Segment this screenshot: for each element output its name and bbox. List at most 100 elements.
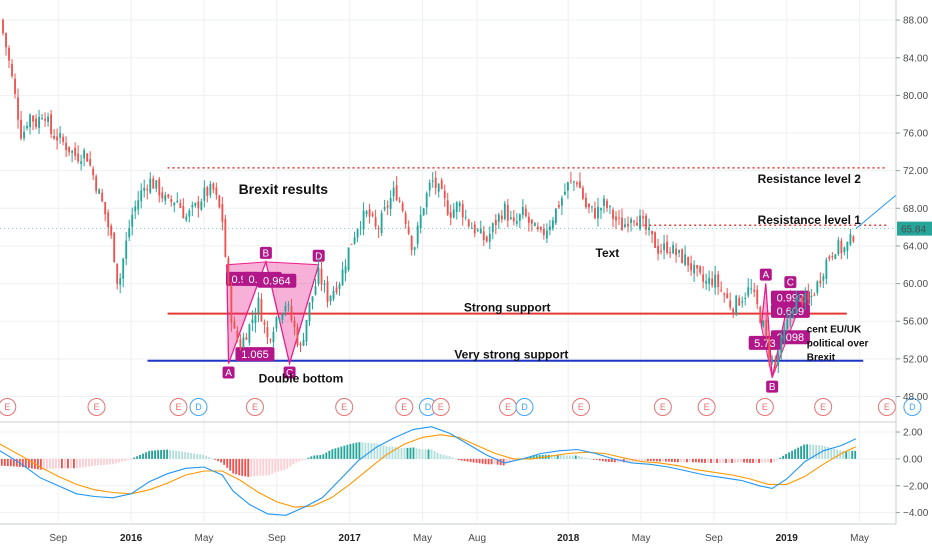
- macd-histogram-bar: [148, 450, 150, 459]
- dividend-event-marker[interactable]: [903, 398, 922, 416]
- macd-histogram-bar: [259, 458, 262, 476]
- candle-body: [80, 161, 83, 164]
- earnings-event-marker[interactable]: [245, 398, 264, 416]
- macd-histogram-bar: [526, 457, 529, 459]
- ratio-badge: [257, 273, 297, 288]
- candle-body: [311, 296, 314, 303]
- candle-body: [119, 278, 122, 285]
- macd-histogram-bar: [48, 458, 51, 469]
- macd-histogram-bar: [304, 458, 307, 460]
- macd-histogram-bar: [220, 458, 223, 463]
- earnings-event-marker[interactable]: [814, 398, 833, 416]
- earnings-event-marker[interactable]: [335, 398, 354, 416]
- resistance-label: Resistance level 2: [758, 172, 862, 186]
- candle-body: [398, 200, 401, 202]
- macd-histogram-bar: [196, 453, 199, 459]
- candle-body: [500, 215, 503, 220]
- candle-body: [645, 215, 647, 230]
- earnings-event-marker[interactable]: [87, 398, 106, 416]
- macd-histogram-bar: [36, 458, 39, 470]
- candle-body: [840, 240, 843, 254]
- dividend-event-marker[interactable]: [515, 398, 534, 416]
- candle-body: [92, 168, 95, 176]
- candle-body: [579, 181, 581, 189]
- candle-body: [53, 135, 56, 139]
- candle-body: [747, 287, 750, 296]
- macd-histogram-bar: [478, 458, 481, 464]
- candle-body: [11, 63, 13, 77]
- earnings-event-marker[interactable]: [877, 398, 896, 416]
- candle-body: [618, 217, 620, 219]
- candle-body: [5, 33, 7, 48]
- candle-body: [756, 289, 759, 305]
- candle-body: [597, 206, 599, 219]
- dividend-event-marker[interactable]: [189, 398, 208, 416]
- earnings-event-marker[interactable]: [571, 398, 590, 416]
- candle-body: [314, 286, 317, 295]
- candle-body: [272, 331, 275, 343]
- macd-histogram-bar: [24, 458, 27, 468]
- candle-body: [792, 311, 795, 313]
- harmonic-point-label: A: [762, 270, 769, 281]
- earnings-event-marker[interactable]: [395, 398, 414, 416]
- candle-body: [494, 219, 497, 226]
- macd-histogram-bar: [262, 458, 265, 476]
- earnings-event-marker[interactable]: [755, 398, 774, 416]
- candle-body: [173, 202, 176, 206]
- macd-histogram-bar: [586, 458, 589, 460]
- candle-body: [693, 264, 696, 274]
- candle-body: [741, 301, 744, 303]
- candle-body: [230, 285, 233, 323]
- harmonic-point-label: B: [263, 248, 270, 259]
- candle-body: [449, 212, 452, 218]
- macd-histogram-bar: [821, 445, 824, 459]
- candle-body: [536, 226, 539, 230]
- earnings-event-marker[interactable]: [697, 398, 716, 416]
- earnings-event-label: E: [820, 402, 826, 412]
- macd-histogram-bar: [151, 450, 153, 459]
- candle-body: [212, 183, 215, 190]
- earnings-event-marker[interactable]: [653, 398, 672, 416]
- earnings-event-marker[interactable]: [0, 398, 17, 416]
- earnings-event-label: E: [94, 402, 100, 412]
- earnings-event-marker[interactable]: [431, 398, 450, 416]
- earnings-event-marker[interactable]: [169, 398, 188, 416]
- candle-body: [434, 177, 437, 188]
- earnings-event-label: E: [704, 402, 710, 412]
- time-tick-label: May: [195, 533, 214, 544]
- candle-body: [846, 241, 849, 251]
- candle-body: [636, 222, 638, 226]
- macd-histogram-bar: [689, 458, 691, 463]
- macd-histogram-bar: [511, 458, 514, 462]
- macd-histogram-bar: [583, 457, 586, 459]
- candle-body: [104, 201, 107, 215]
- macd-histogram-bar: [349, 443, 352, 459]
- candle-body: [633, 221, 635, 223]
- candle-body: [14, 78, 16, 94]
- macd-histogram-bar: [88, 458, 90, 467]
- macd-histogram-bar: [493, 458, 496, 465]
- macd-histogram-bar: [66, 458, 69, 469]
- macd-histogram-bar: [247, 458, 250, 477]
- macd-histogram-bar: [722, 458, 724, 463]
- candle-body: [678, 250, 681, 253]
- price-tick-label: 68.00: [903, 204, 928, 215]
- candle-body: [386, 205, 389, 208]
- candle-body: [708, 277, 711, 284]
- candle-body: [17, 97, 19, 120]
- candle-body: [380, 213, 383, 234]
- candle-body: [185, 216, 188, 220]
- macd-histogram-bar: [130, 458, 132, 460]
- candle-body: [404, 213, 407, 224]
- macd-histogram-bar: [340, 446, 343, 459]
- candle-body: [401, 203, 404, 211]
- macd-histogram-bar: [791, 450, 794, 459]
- candle-body: [224, 219, 227, 257]
- candle-body: [413, 247, 416, 250]
- candle-body: [606, 200, 608, 208]
- candle-body: [341, 269, 344, 286]
- macd-histogram-bar: [682, 458, 685, 463]
